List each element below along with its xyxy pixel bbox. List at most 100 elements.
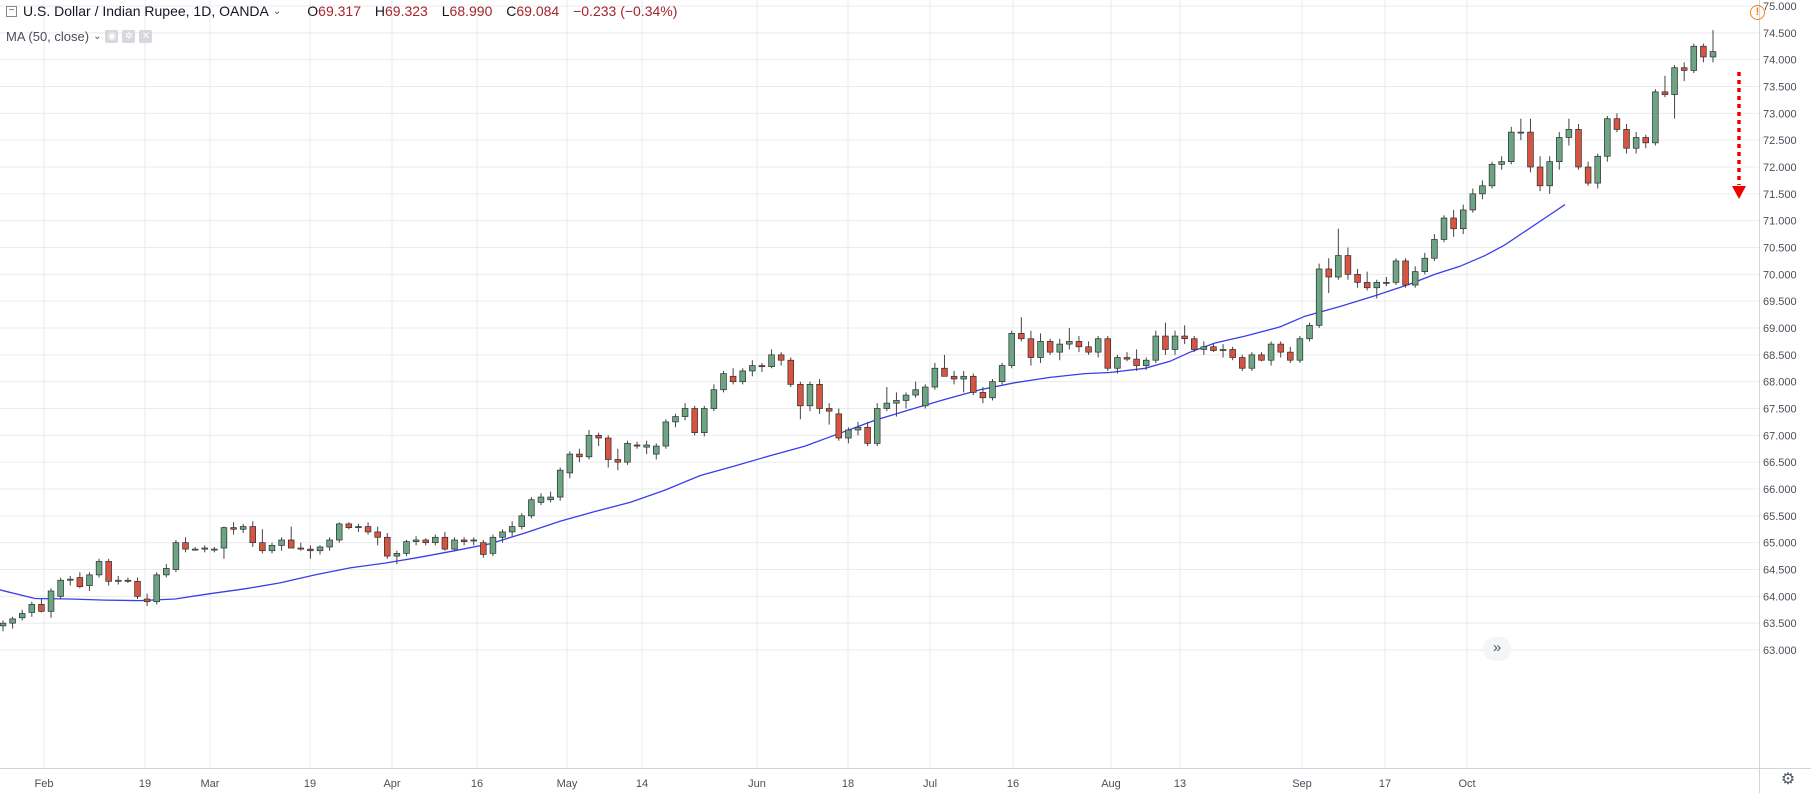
candle-body: [518, 515, 525, 527]
candle-body: [1402, 260, 1409, 286]
candle-body: [1661, 91, 1669, 95]
candle-body: [864, 426, 871, 444]
candle-body: [893, 400, 900, 404]
price-tick-label: 66.500: [1763, 457, 1797, 469]
eye-icon[interactable]: ◉: [105, 30, 119, 43]
candle-body: [1344, 255, 1352, 275]
candle-body: [1556, 137, 1563, 162]
price-tick-label: 63.000: [1763, 645, 1797, 657]
candle-body: [28, 604, 36, 613]
candle-body: [1680, 67, 1688, 71]
candle-body: [86, 574, 93, 586]
candle-body: [1210, 346, 1217, 351]
candle-body: [547, 496, 554, 501]
candle-body: [499, 531, 506, 538]
price-tick-label: 65.000: [1763, 538, 1797, 550]
time-tick-label: Sep: [1292, 778, 1312, 790]
candle-body: [691, 408, 698, 433]
candle-body: [508, 526, 516, 533]
close-label: C: [506, 3, 517, 19]
candle-body: [787, 359, 794, 385]
candle-body: [403, 541, 410, 554]
candle-body: [0, 622, 7, 627]
candle-body: [230, 527, 237, 530]
candle-body: [1315, 268, 1323, 326]
candle-body: [1037, 341, 1044, 358]
candle-body: [278, 539, 285, 546]
candle-body: [970, 375, 977, 393]
candle-body: [931, 367, 939, 388]
candle-body: [1690, 45, 1698, 71]
candle-body: [1191, 338, 1198, 350]
candle-body: [1459, 209, 1467, 230]
price-tick-label: 71.500: [1763, 189, 1797, 201]
candle-body: [624, 443, 631, 463]
candle-body: [316, 546, 324, 552]
change-value: −0.233 (−0.34%): [573, 3, 678, 19]
price-tick-label: 67.000: [1763, 430, 1797, 442]
candle-body: [797, 384, 804, 407]
ohlc-values: O69.317 H69.323 L68.990 C69.084 −0.233 (…: [307, 3, 687, 19]
candle-body: [1613, 118, 1621, 130]
candle-body: [18, 613, 26, 619]
candle-body: [672, 416, 679, 423]
candle-body: [604, 437, 612, 460]
candle-body: [432, 536, 439, 544]
candle-body: [1018, 333, 1025, 340]
price-tick-label: 72.000: [1763, 162, 1797, 174]
candle-body: [556, 469, 564, 498]
candle-body: [729, 375, 737, 383]
candle-body: [115, 579, 122, 582]
indicator-title[interactable]: MA (50, close): [6, 29, 90, 44]
candle-body: [633, 444, 641, 447]
candle-body: [1623, 129, 1630, 149]
candle-body: [105, 561, 112, 582]
candle-body: [1632, 137, 1640, 149]
candle-body: [307, 548, 314, 552]
close-icon[interactable]: ✕: [139, 30, 153, 43]
candle-body: [1642, 137, 1649, 144]
time-tick-label: 18: [842, 778, 854, 790]
candle-body: [364, 526, 372, 533]
candle-body: [720, 373, 727, 391]
collapse-square-icon[interactable]: −: [6, 5, 17, 17]
price-tick-label: 69.000: [1763, 323, 1797, 335]
candle-body: [1229, 349, 1236, 358]
candle-body: [941, 367, 948, 377]
candle-body: [1267, 343, 1275, 361]
candle-body: [595, 434, 602, 439]
price-tick-label: 67.500: [1763, 404, 1797, 416]
gear-icon[interactable]: ✲: [122, 30, 136, 43]
candle-body: [1354, 273, 1361, 283]
candle-body: [124, 579, 132, 582]
candle-body: [1219, 349, 1227, 351]
candle-body: [211, 548, 218, 551]
candle-body: [374, 531, 381, 538]
chevron-down-icon[interactable]: ⌄: [272, 5, 282, 17]
candle-body: [835, 413, 843, 439]
price-tick-label: 70.000: [1763, 269, 1797, 281]
candle-body: [336, 523, 343, 541]
candle-body: [1335, 255, 1342, 278]
candle-body: [9, 618, 16, 624]
double-chevron-right-icon[interactable]: »: [1483, 637, 1511, 661]
candle-body: [1008, 333, 1015, 366]
warning-circle-icon[interactable]: !: [1750, 5, 1765, 20]
high-label: H: [374, 3, 386, 19]
time-tick-label: Apr: [383, 778, 400, 790]
candle-body: [854, 426, 862, 431]
gear-icon[interactable]: ⚙: [1780, 771, 1796, 788]
candle-body: [1565, 129, 1573, 138]
chevron-down-icon[interactable]: ⌄: [93, 31, 102, 42]
candle-body: [1498, 161, 1505, 165]
symbol-title[interactable]: U.S. Dollar / Indian Rupee, 1D, OANDA: [23, 3, 269, 19]
candle-body: [38, 604, 45, 612]
candle-body: [1440, 217, 1448, 240]
candle-body: [182, 542, 189, 550]
candle-body: [1287, 351, 1294, 361]
price-tick-label: 71.000: [1763, 216, 1797, 228]
low-value: 68.990: [449, 3, 493, 19]
candle-body: [653, 445, 660, 455]
candle-body: [1075, 341, 1083, 348]
